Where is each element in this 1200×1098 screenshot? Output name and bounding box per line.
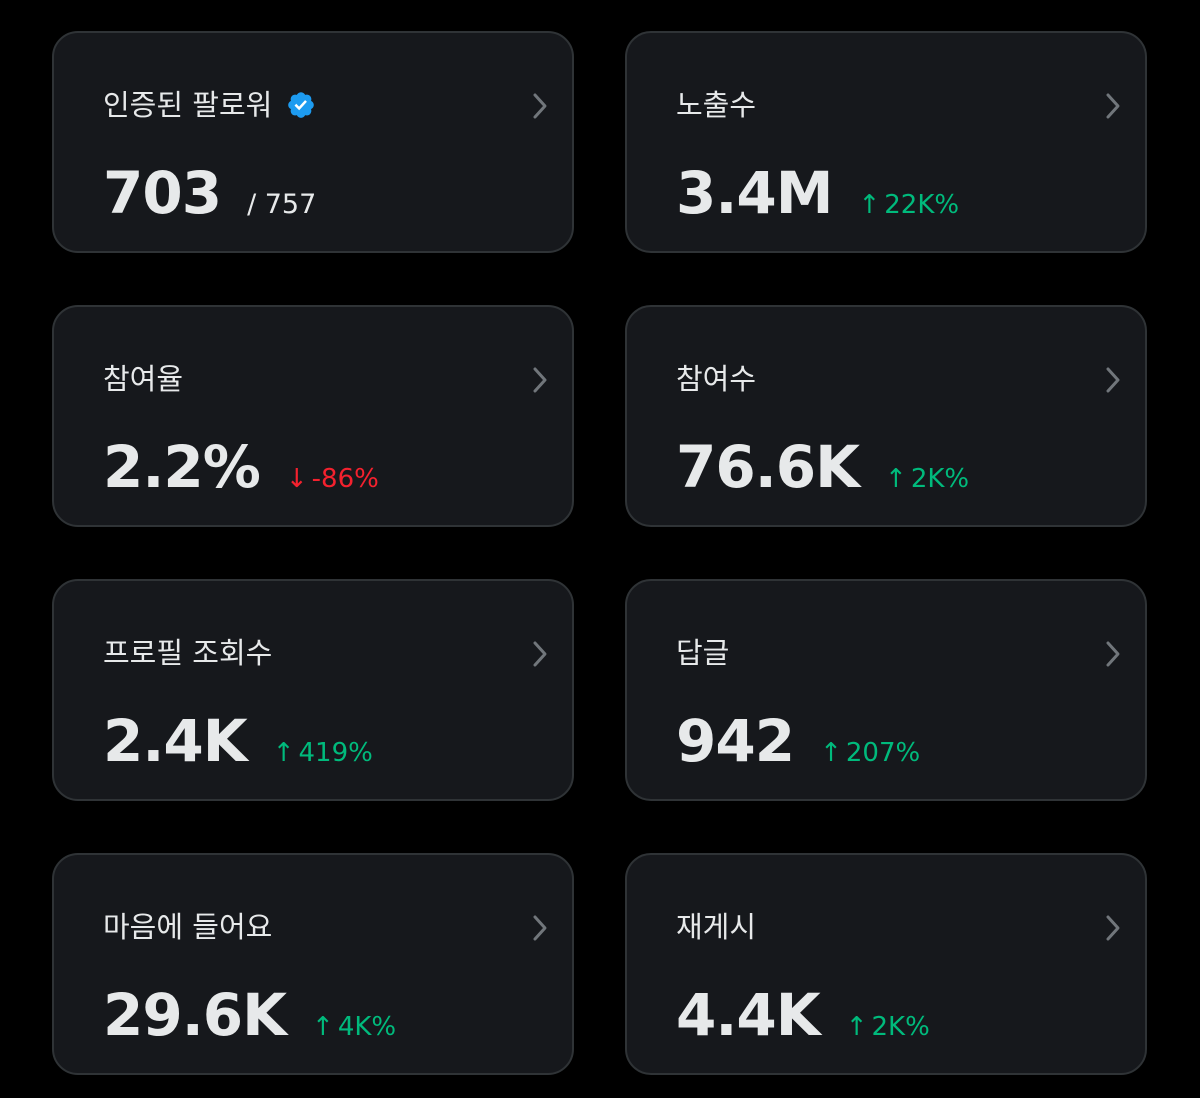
delta-text: 4K% — [337, 1012, 397, 1042]
metric-value: 4.4K — [676, 981, 821, 1049]
card-title: 재게시 — [676, 910, 757, 944]
delta-text: -86% — [311, 464, 379, 494]
metric-delta: ↑ 2K% — [885, 464, 969, 494]
card-title: 참여수 — [676, 362, 757, 396]
card-impressions[interactable]: 노출수 3.4M ↑ 22K% — [625, 31, 1147, 253]
metric-delta: ↑ 22K% — [858, 190, 959, 220]
card-profile-visits[interactable]: 프로필 조회수 2.4K ↑ 419% — [52, 579, 574, 801]
chevron-right-icon — [533, 915, 547, 941]
arrow-down-icon: ↓ — [285, 464, 308, 494]
chevron-right-icon — [533, 641, 547, 667]
card-value-row: 942 ↑ 207% — [676, 709, 920, 773]
card-engagements[interactable]: 참여수 76.6K ↑ 2K% — [625, 305, 1147, 527]
verified-badge-icon — [288, 92, 315, 118]
delta-text: 2K% — [910, 464, 970, 494]
metric-value: 3.4M — [676, 159, 833, 227]
metric-total: / 757 — [247, 189, 317, 220]
arrow-up-icon: ↑ — [858, 190, 881, 220]
card-value-row: 2.4K ↑ 419% — [103, 709, 373, 773]
arrow-up-icon: ↑ — [272, 738, 295, 768]
arrow-up-icon: ↑ — [845, 1012, 868, 1042]
card-title: 답글 — [676, 636, 730, 670]
delta-text: 207% — [845, 738, 921, 768]
metric-delta: ↑ 207% — [820, 738, 920, 768]
card-title: 마음에 들어요 — [103, 910, 273, 944]
card-title: 프로필 조회수 — [103, 636, 273, 670]
card-value-row: 29.6K ↑ 4K% — [103, 983, 396, 1047]
metric-delta: ↑ 419% — [273, 738, 373, 768]
arrow-up-icon: ↑ — [820, 738, 842, 768]
card-engagement-rate[interactable]: 참여율 2.2% ↓ -86% — [52, 305, 574, 527]
card-title-row: 참여수 — [676, 359, 756, 399]
card-title-row: 인증된 팔로워 — [103, 85, 316, 125]
metric-delta: ↓ -86% — [286, 464, 379, 494]
card-title: 참여율 — [103, 362, 184, 396]
metric-value: 942 — [676, 707, 795, 775]
card-title-row: 노출수 — [676, 85, 756, 125]
chevron-right-icon — [1106, 367, 1120, 393]
card-replies[interactable]: 답글 942 ↑ 207% — [625, 579, 1147, 801]
card-value-row: 76.6K ↑ 2K% — [676, 435, 969, 499]
card-title-row: 프로필 조회수 — [103, 633, 272, 673]
card-title-row: 참여율 — [103, 359, 183, 399]
card-title: 인증된 팔로워 — [103, 88, 273, 122]
metric-delta: ↑ 4K% — [312, 1012, 396, 1042]
arrow-up-icon: ↑ — [885, 464, 907, 494]
chevron-right-icon — [1106, 915, 1120, 941]
chevron-right-icon — [1106, 641, 1120, 667]
card-value-row: 3.4M ↑ 22K% — [676, 161, 959, 225]
card-reposts[interactable]: 재게시 4.4K ↑ 2K% — [625, 853, 1147, 1075]
chevron-right-icon — [1106, 93, 1120, 119]
card-verified-followers[interactable]: 인증된 팔로워 703 / 757 — [52, 31, 574, 253]
card-title: 노출수 — [676, 88, 757, 122]
card-value-row: 703 / 757 — [103, 161, 316, 225]
delta-text: 2K% — [871, 1012, 930, 1042]
metric-value: 76.6K — [676, 433, 860, 501]
card-title-row: 마음에 들어요 — [103, 907, 272, 947]
card-value-row: 4.4K ↑ 2K% — [676, 983, 930, 1047]
chevron-right-icon — [533, 93, 547, 119]
metric-value: 29.6K — [103, 981, 287, 1049]
metric-delta: ↑ 2K% — [846, 1012, 930, 1042]
delta-text: 419% — [298, 738, 373, 768]
metric-value: 2.2% — [103, 433, 261, 501]
card-value-row: 2.2% ↓ -86% — [103, 435, 379, 499]
metric-value: 2.4K — [103, 707, 248, 775]
card-likes[interactable]: 마음에 들어요 29.6K ↑ 4K% — [52, 853, 574, 1075]
chevron-right-icon — [533, 367, 547, 393]
card-title-row: 재게시 — [676, 907, 756, 947]
delta-text: 22K% — [884, 190, 960, 220]
arrow-up-icon: ↑ — [312, 1012, 334, 1042]
metric-value: 703 — [103, 159, 222, 227]
card-title-row: 답글 — [676, 633, 729, 673]
